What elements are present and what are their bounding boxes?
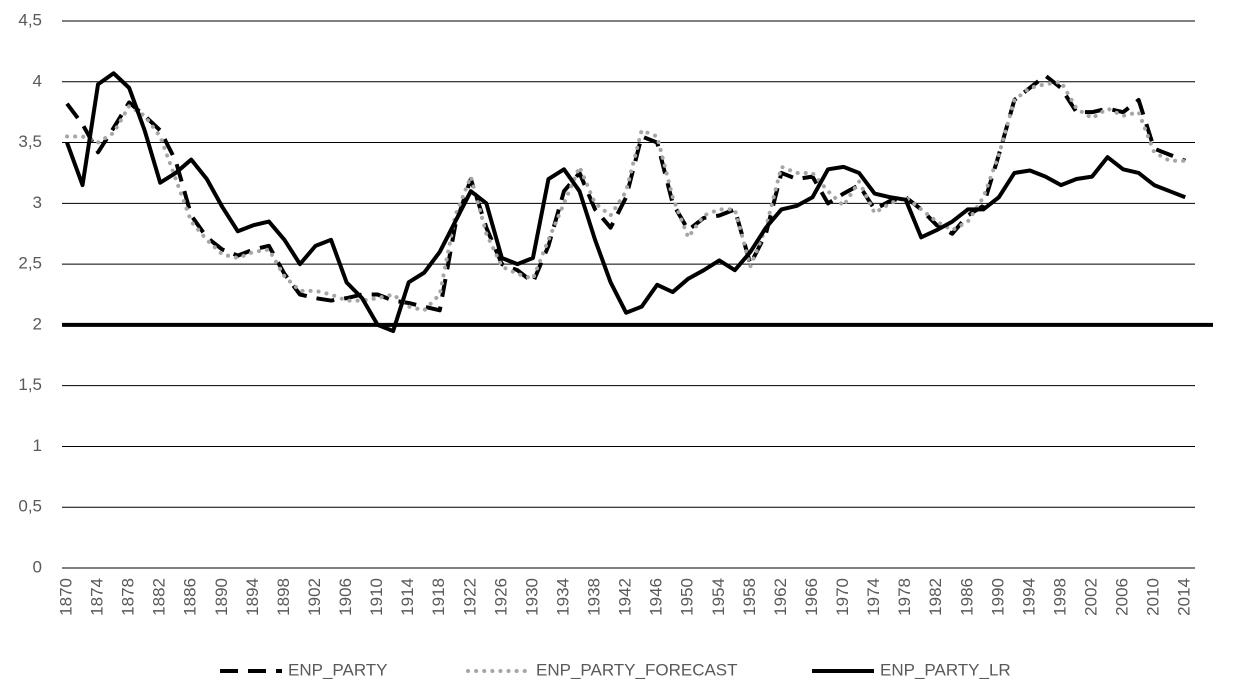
x-tick-label: 1942	[616, 578, 635, 616]
x-tick-label: 1986	[957, 578, 976, 616]
x-tick-label: 1886	[181, 578, 200, 616]
x-tick-label: 1874	[88, 578, 107, 616]
y-tick-label: 1	[33, 436, 42, 455]
x-tick-label: 1906	[336, 578, 355, 616]
x-tick-label: 1990	[988, 578, 1007, 616]
x-tick-label: 1898	[274, 578, 293, 616]
x-tick-label: 1966	[802, 578, 821, 616]
x-tick-label: 1914	[398, 578, 417, 616]
x-tick-label: 1910	[367, 578, 386, 616]
x-tick-label: 2010	[1144, 578, 1163, 616]
y-tick-label: 3,5	[18, 132, 42, 151]
x-tick-label: 2002	[1082, 578, 1101, 616]
x-tick-label: 1950	[678, 578, 697, 616]
x-tick-label: 1978	[895, 578, 914, 616]
x-tick-label: 1946	[647, 578, 666, 616]
series-line	[65, 73, 1186, 313]
x-tick-label: 1878	[119, 578, 138, 616]
y-tick-label: 1,5	[18, 375, 42, 394]
legend-label: ENP_PARTY_LR	[880, 660, 1011, 679]
y-tick-label: 0,5	[18, 497, 42, 516]
series-line	[65, 79, 1188, 313]
y-tick-label: 2,5	[18, 254, 42, 273]
x-tick-label: 1954	[709, 578, 728, 616]
x-tick-label: 2014	[1175, 578, 1194, 616]
y-tick-label: 3	[33, 193, 42, 212]
x-tick-label: 1994	[1019, 578, 1038, 616]
x-tick-label: 1962	[771, 578, 790, 616]
legend-label: ENP_PARTY	[288, 660, 388, 679]
x-tick-label: 1926	[491, 578, 510, 616]
x-tick-label: 1922	[460, 578, 479, 616]
y-tick-label: 4,5	[18, 10, 42, 29]
x-tick-label: 1958	[740, 578, 759, 616]
x-tick-label: 1890	[212, 578, 231, 616]
x-tick-label: 1894	[243, 578, 262, 616]
x-tick-label: 1982	[926, 578, 945, 616]
x-tick-label: 1870	[56, 578, 75, 616]
x-tick-label: 1918	[429, 578, 448, 616]
x-tick-label: 1974	[864, 578, 883, 616]
y-tick-label: 4	[33, 71, 42, 90]
legend-label: ENP_PARTY_FORECAST	[536, 660, 738, 679]
x-tick-label: 1938	[585, 578, 604, 616]
x-tick-label: 1934	[553, 578, 572, 616]
x-tick-label: 1882	[150, 578, 169, 616]
x-tick-label: 1930	[522, 578, 541, 616]
x-tick-label: 1902	[305, 578, 324, 616]
y-tick-label: 0	[33, 557, 42, 576]
x-tick-label: 2006	[1113, 578, 1132, 616]
y-tick-label: 2	[33, 314, 42, 333]
x-tick-label: 1970	[833, 578, 852, 616]
series-line	[65, 71, 1186, 333]
x-tick-label: 1998	[1050, 578, 1069, 616]
